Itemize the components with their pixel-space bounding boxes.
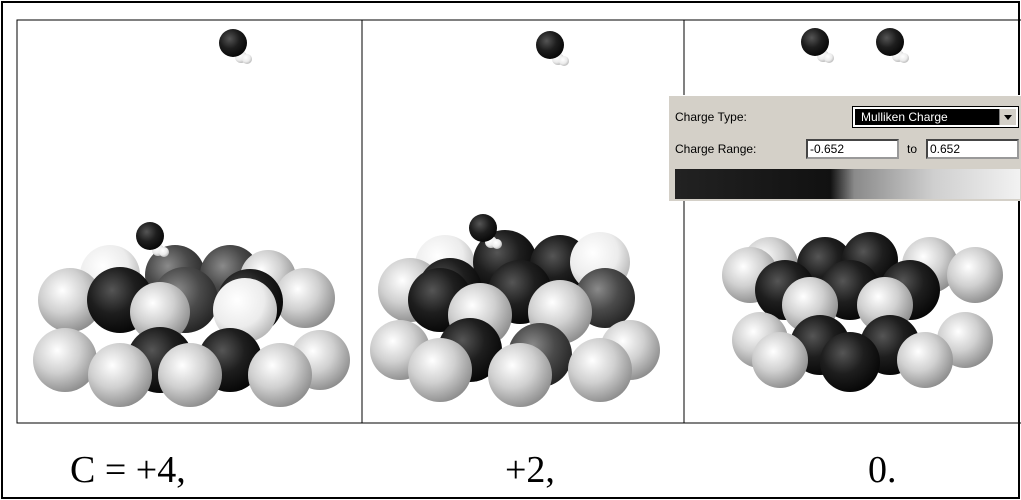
atom: [242, 54, 252, 64]
atom: [38, 268, 102, 332]
panel-frame: [683, 19, 1021, 424]
atom: [469, 214, 497, 242]
caption: 0.: [868, 449, 897, 491]
atom: [536, 31, 564, 59]
atom: [824, 53, 834, 63]
range-max-input[interactable]: 0.652: [926, 139, 1019, 159]
atom: [136, 222, 164, 250]
dropdown-arrow[interactable]: [999, 109, 1016, 125]
atoms: [33, 28, 1003, 407]
atom: [408, 338, 472, 402]
charge-panel: Charge Type: Mulliken Charge Charge Rang…: [668, 95, 1021, 201]
charge-type-value: Mulliken Charge: [861, 110, 948, 124]
charge-range-label: Charge Range:: [675, 142, 757, 156]
atom: [130, 282, 190, 342]
atom: [248, 343, 312, 407]
atom: [568, 338, 632, 402]
atom: [820, 332, 880, 392]
atom: [492, 239, 502, 249]
atom: [275, 268, 335, 328]
atom: [488, 343, 552, 407]
charge-type-label: Charge Type:: [675, 110, 747, 124]
atom: [559, 56, 569, 66]
atom: [801, 28, 829, 56]
atom: [158, 343, 222, 407]
caption: C = +4,: [70, 449, 186, 491]
atom: [33, 328, 97, 392]
atom: [159, 247, 169, 257]
atom: [876, 28, 904, 56]
atom: [88, 343, 152, 407]
atom: [897, 332, 953, 388]
range-to: to: [907, 142, 918, 156]
atom: [752, 332, 808, 388]
caption: +2,: [505, 449, 555, 491]
atom: [219, 29, 247, 57]
range-min-input[interactable]: -0.652: [806, 139, 899, 159]
charge-type-dropdown[interactable]: Mulliken Charge: [852, 106, 1019, 128]
atom: [213, 278, 277, 342]
atom: [899, 53, 909, 63]
charge-color-bar: [675, 169, 1020, 199]
atom: [947, 247, 1003, 303]
